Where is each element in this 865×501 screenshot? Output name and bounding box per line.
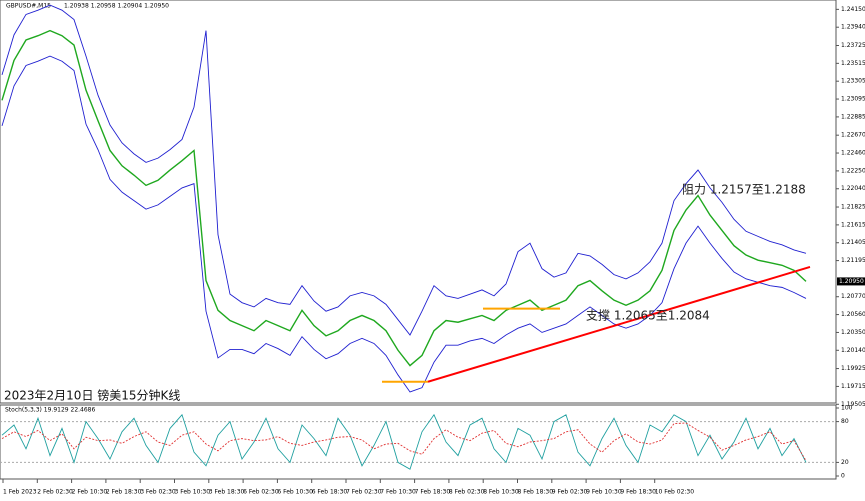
y-tick-label: 100 [841, 405, 853, 412]
trend-line [427, 266, 811, 383]
y-tick-label: 1.22670 [841, 132, 865, 139]
y-tick-label: 1.22460 [841, 150, 865, 157]
symbol: GBPUSD#,M15 [6, 3, 51, 10]
y-tick-label: 0 [841, 473, 845, 480]
x-tick-label: 6 Feb 10:30 [277, 489, 313, 496]
x-tick-label: 3 Feb 18:30 [209, 489, 245, 496]
annotation: 阻力 1.2157至1.2188 [682, 183, 806, 197]
y-tick-label: 1.21825 [841, 204, 865, 211]
x-tick-label: 9 Feb 02:30 [552, 489, 588, 496]
x-tick-label: 9 Feb 18:30 [620, 489, 656, 496]
y-tick-label: 1.23725 [841, 42, 865, 49]
x-tick-label: 7 Feb 10:30 [380, 489, 416, 496]
y-tick-label: 1.21405 [841, 239, 865, 246]
x-tick-label: 8 Feb 10:30 [483, 489, 519, 496]
series-line [1, 413, 807, 470]
y-tick-label: 1.22885 [841, 113, 865, 120]
y-tick-label: 1.22040 [841, 185, 865, 192]
series-line [1, 29, 807, 367]
y-tick-label: 1.23515 [841, 60, 865, 67]
x-tick-label: 7 Feb 02:30 [346, 489, 382, 496]
main-panel [0, 0, 837, 404]
quote: 1.20938 1.20958 1.20904 1.20950 [64, 3, 169, 10]
sub-panel [0, 404, 837, 480]
y-tick-label: 1.23940 [841, 24, 865, 31]
x-tick-label: 2 Feb 10:30 [72, 489, 108, 496]
y-tick-label: 1.24150 [841, 6, 865, 13]
y-tick-label: 20 [841, 459, 849, 466]
x-tick-label: 3 Feb 02:30 [140, 489, 176, 496]
x-tick-label: 10 Feb 02:30 [655, 489, 695, 496]
y-tick-label: 1.21195 [841, 257, 865, 264]
y-tick-label: 1.21615 [841, 221, 865, 228]
y-tick-label: 1.20350 [841, 329, 865, 336]
x-tick-label: 1 Feb 2023 [3, 489, 37, 496]
annotation: 2023年2月10日 镑美15分钟K线 [4, 388, 180, 403]
y-tick-label: 1.19925 [841, 365, 865, 372]
y-tick-label: 80 [841, 418, 849, 425]
series-line [1, 55, 807, 393]
y-tick-label: 1.23095 [841, 96, 865, 103]
x-tick-label: 6 Feb 18:30 [312, 489, 348, 496]
y-tick-label: 1.23305 [841, 78, 865, 85]
y-tick-label: 1.19505 [841, 401, 865, 408]
x-tick-label: 2 Feb 02:30 [37, 489, 73, 496]
annotation: 支撑 1.2065至1.2084 [586, 308, 710, 323]
panel-title: Stoch(5,3,3) 19.9129 22.4686 [5, 407, 96, 414]
y-tick-label: 1.20770 [841, 293, 865, 300]
y-tick-label: 1.19715 [841, 383, 865, 390]
x-tick-label: 8 Feb 18:30 [518, 489, 554, 496]
x-tick-label: 2 Feb 18:30 [106, 489, 142, 496]
series-line [1, 4, 807, 336]
series-line [1, 422, 807, 461]
y-tick-label: 1.22250 [841, 167, 865, 174]
x-tick-label: 9 Feb 10:30 [586, 489, 622, 496]
current-price-box [837, 277, 865, 286]
current-price-label: 1.20950 [839, 278, 864, 285]
x-tick-label: 7 Feb 18:30 [415, 489, 451, 496]
y-tick-label: 1.20140 [841, 347, 865, 354]
x-tick-label: 3 Feb 10:30 [175, 489, 211, 496]
x-tick-label: 8 Feb 02:30 [449, 489, 485, 496]
x-tick-label: 6 Feb 02:30 [243, 489, 279, 496]
y-tick-label: 1.20560 [841, 311, 865, 318]
